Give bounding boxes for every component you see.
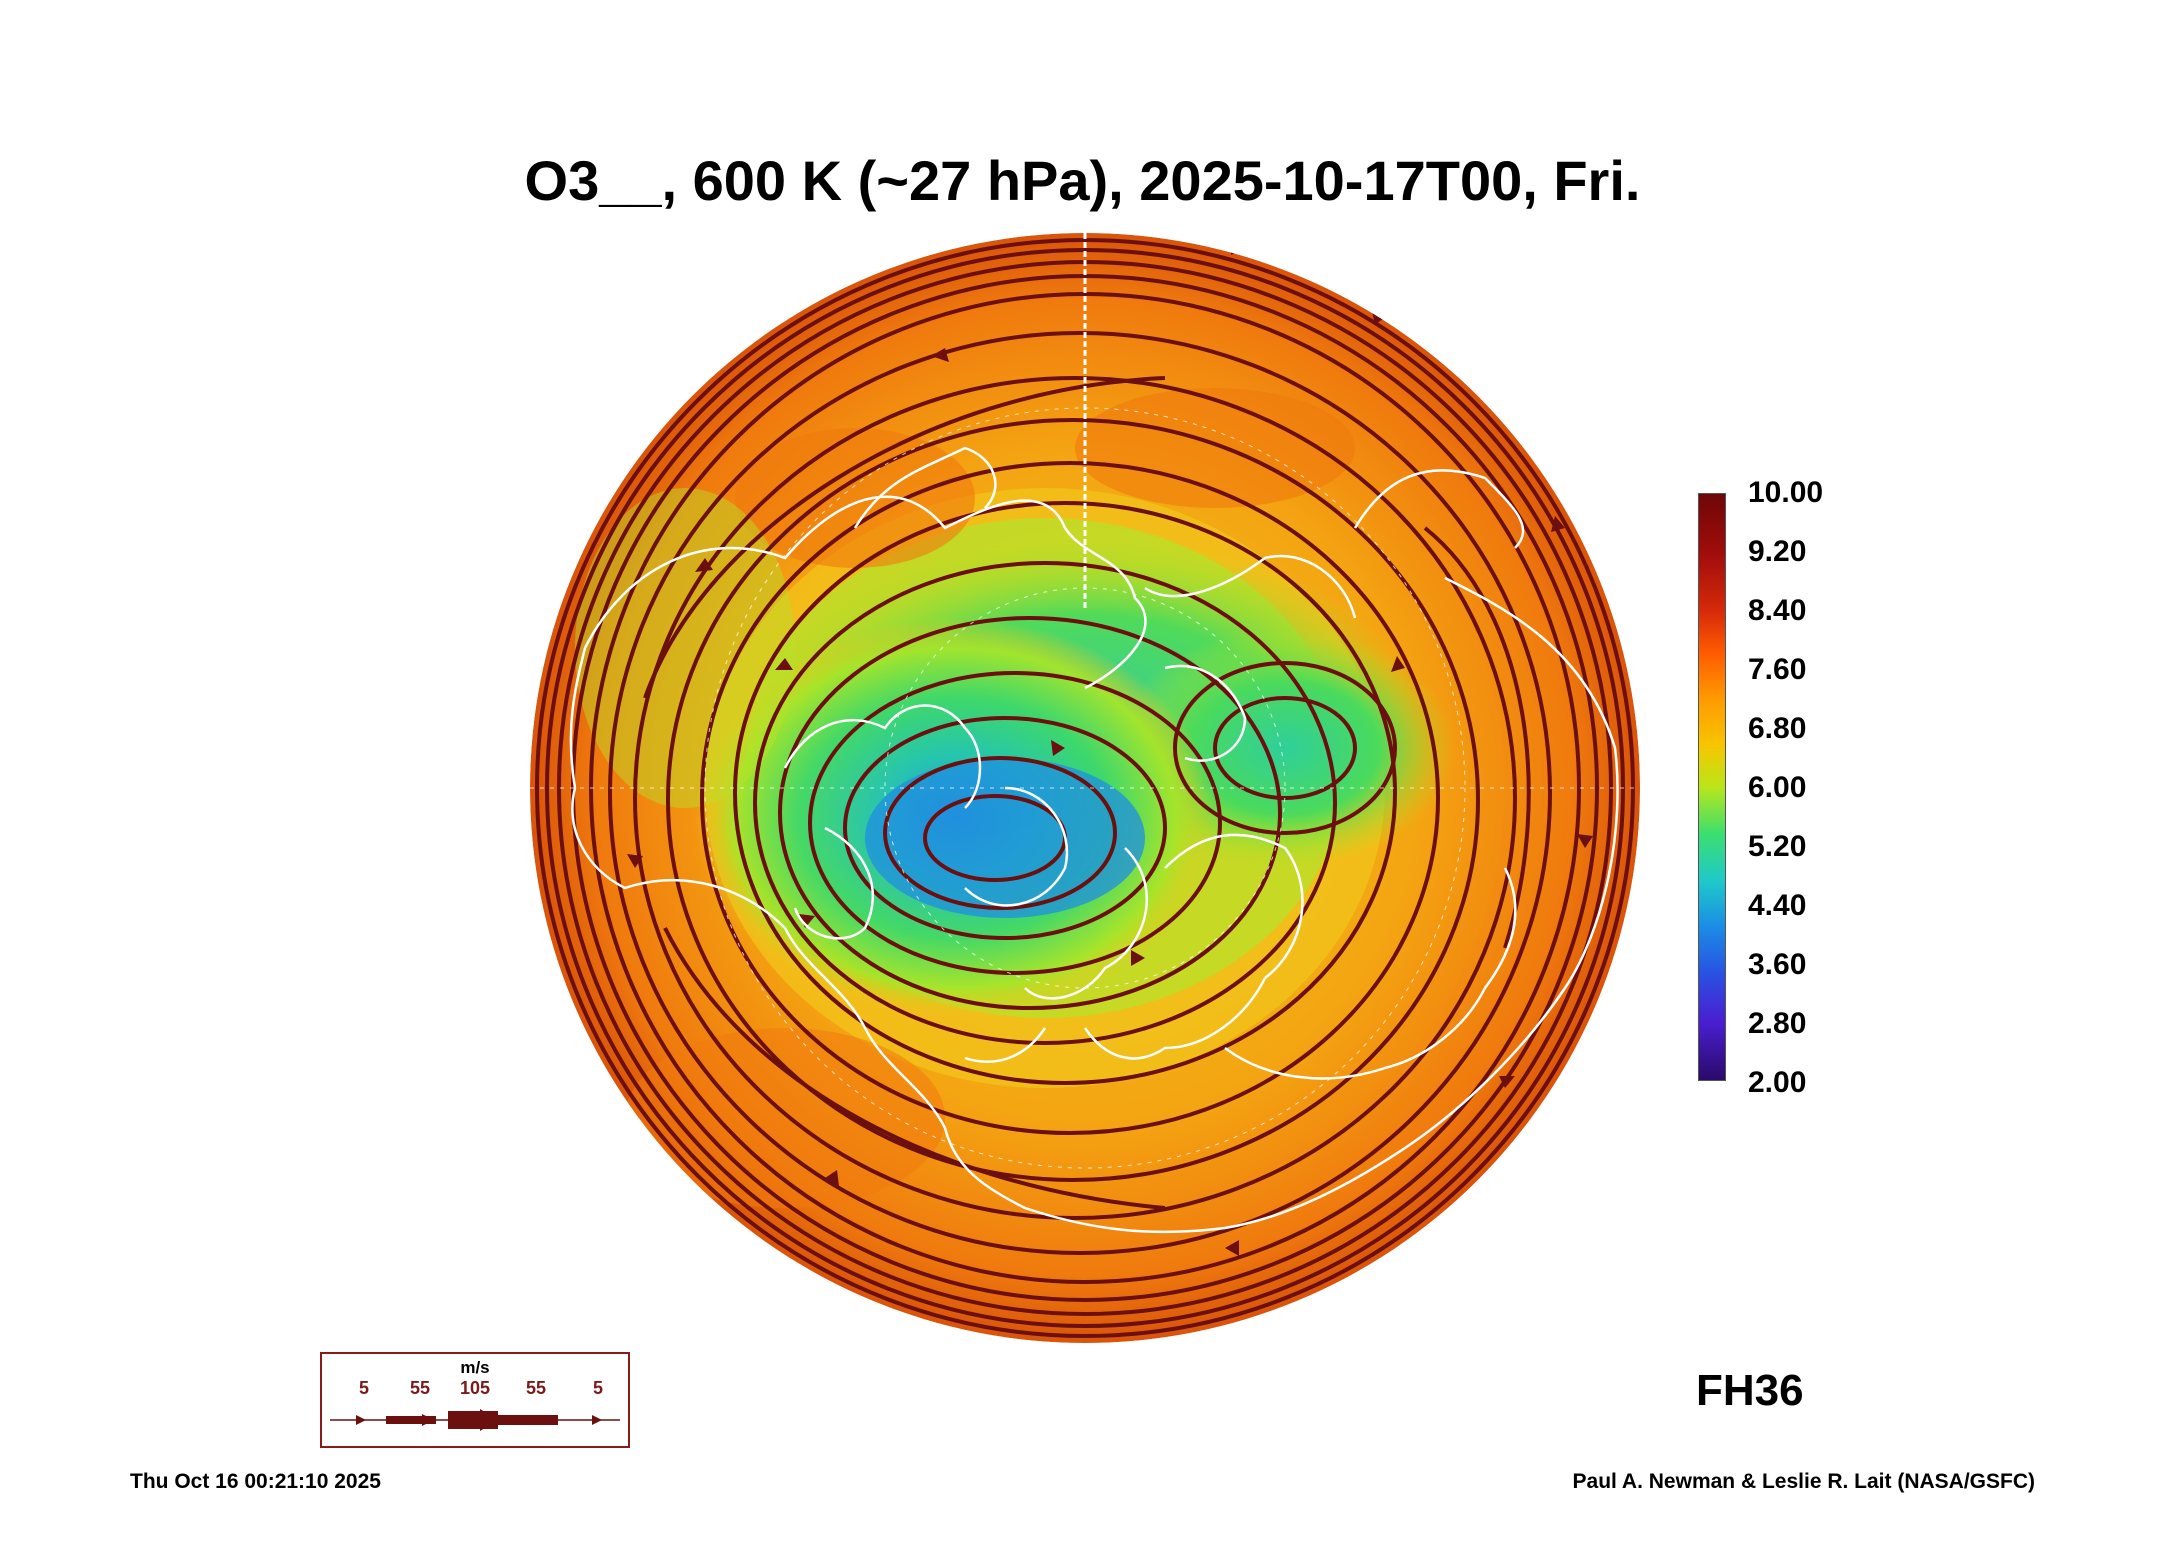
wind-value: 5 xyxy=(592,1378,604,1398)
ozone-field xyxy=(530,233,1640,1343)
colorbar-label: 7.60 xyxy=(1748,653,1807,686)
colorbar-label: 9.20 xyxy=(1748,535,1807,568)
coastlines xyxy=(569,446,1619,1234)
colorbar-label: 8.40 xyxy=(1748,594,1807,627)
colorbar-label: 4.40 xyxy=(1748,889,1807,922)
wind-value: 55 xyxy=(409,1378,431,1398)
wind-value: 5 xyxy=(358,1378,370,1398)
map-title: O3__, 600 K (~27 hPa), 2025-10-17T00, Fr… xyxy=(524,149,1641,212)
colorbar-label: 2.00 xyxy=(1748,1066,1807,1099)
colorbar-label: 6.00 xyxy=(1748,771,1807,804)
colorbar-label: 6.80 xyxy=(1748,712,1807,745)
polar-map xyxy=(525,228,1645,1348)
wind-unit: m/s xyxy=(460,1358,490,1377)
colorbar-label: 5.20 xyxy=(1748,830,1807,863)
colorbar-label: 2.80 xyxy=(1748,1007,1807,1040)
wind-value: 55 xyxy=(525,1378,547,1398)
polar-map-svg xyxy=(530,233,1640,1343)
run-timestamp: Thu Oct 16 00:21:10 2025 xyxy=(130,1470,381,1493)
colorbar-label: 10.00 xyxy=(1748,476,1824,509)
credit-line: Paul A. Newman & Leslie R. Lait (NASA/GS… xyxy=(1572,1470,2035,1493)
colorbar-label: 3.60 xyxy=(1748,948,1807,981)
forecast-hour: FH36 xyxy=(1696,1366,1804,1415)
wind-legend-arrow xyxy=(330,1409,620,1431)
streamlines xyxy=(535,238,1635,1338)
wind-value: 105 xyxy=(459,1378,491,1398)
colorbar xyxy=(1698,493,1726,1081)
wind-speed-legend: m/s 5 55 105 55 5 xyxy=(320,1352,630,1448)
